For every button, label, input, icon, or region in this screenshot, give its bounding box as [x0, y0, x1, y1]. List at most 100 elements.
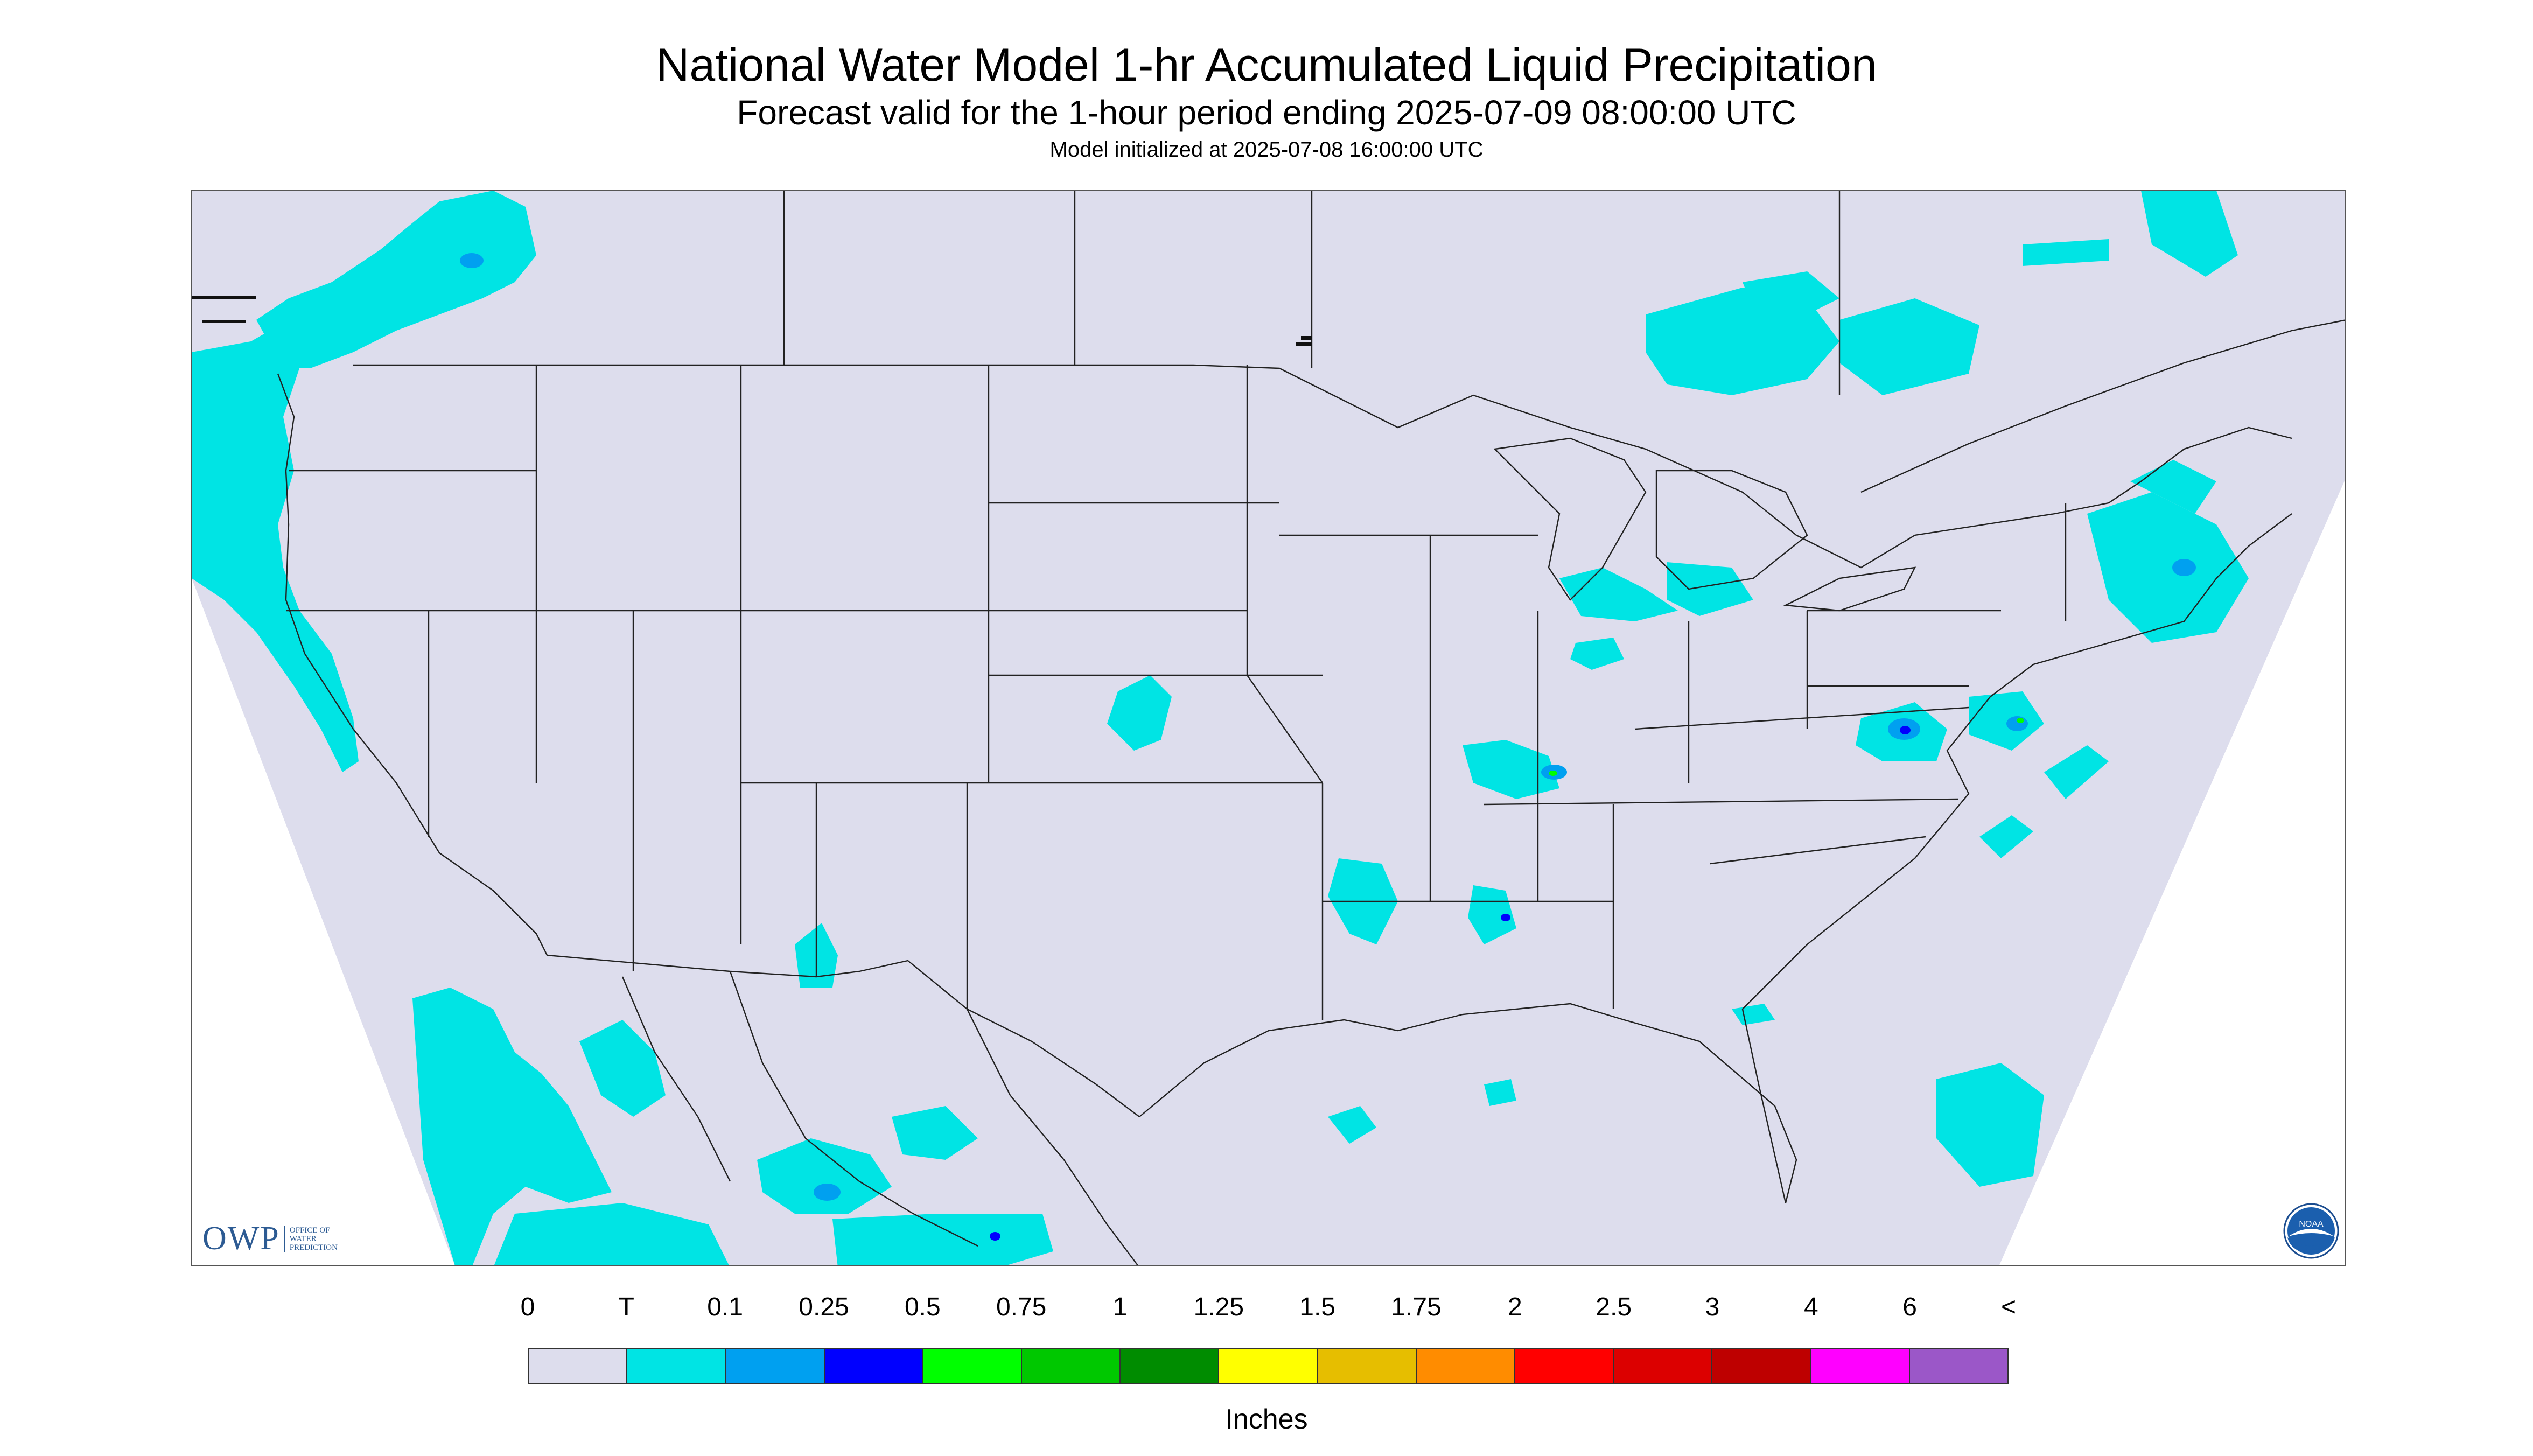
legend-label: <	[2000, 1293, 2017, 1321]
coastline-detail	[202, 320, 246, 323]
precip-spot	[1549, 771, 1557, 776]
noaa-logo-wave	[2287, 1237, 2335, 1255]
legend-label: 0.5	[904, 1293, 941, 1321]
great-lakes	[1493, 437, 1647, 601]
mexico-line	[966, 1009, 1139, 1265]
precip-canada-east-corner	[2141, 191, 2238, 277]
precip-baja-sw	[412, 988, 612, 1265]
noaa-logo-bird	[2289, 1229, 2334, 1236]
legend-swatch	[529, 1349, 628, 1383]
legend-swatch	[1614, 1349, 1713, 1383]
gulf-coast	[1139, 1003, 1797, 1203]
legend-swatch	[1416, 1349, 1516, 1383]
precip-spot	[814, 1184, 841, 1201]
state-line	[1634, 706, 1969, 730]
precip-missouri	[1463, 740, 1559, 799]
noaa-logo-text: NOAA	[2299, 1220, 2324, 1229]
legend-label: 2.5	[1596, 1293, 1632, 1321]
precip-spot	[1900, 726, 1911, 734]
precip-michigan-south	[1559, 568, 1678, 621]
coastline-detail	[192, 296, 256, 299]
legend-label: 2	[1507, 1293, 1522, 1321]
precip-pacific-northwest	[192, 320, 359, 772]
legend-label: T	[618, 1293, 634, 1321]
state-line	[1484, 798, 1958, 806]
precip-mexico-central	[757, 1138, 892, 1214]
legend-label: 1	[1112, 1293, 1128, 1321]
atlantic-coast	[1741, 513, 2292, 1203]
precip-mexico-south	[832, 1214, 1053, 1265]
outside-domain-left	[192, 578, 455, 1265]
precip-mississippi	[1468, 885, 1516, 944]
precip-lower-michigan	[1667, 562, 1753, 616]
legend-label: 1.75	[1391, 1293, 1442, 1321]
legend-swatch	[1022, 1349, 1121, 1383]
legend-label: 0.1	[707, 1293, 744, 1321]
legend-swatch	[923, 1349, 1023, 1383]
mexico-line	[621, 976, 731, 1182]
noaa-logo: NOAA	[2283, 1203, 2339, 1259]
lake-michigan-east	[1655, 470, 1808, 590]
precip-florida-east	[1732, 1004, 1775, 1025]
legend-label: 3	[1705, 1293, 1720, 1321]
canada-border	[353, 364, 2292, 569]
coastline-details	[192, 296, 1312, 346]
legend-swatch	[1712, 1349, 1811, 1383]
coastline-detail	[1301, 336, 1312, 340]
legend-label: 0	[520, 1293, 535, 1321]
legend-swatch	[1121, 1349, 1220, 1383]
owp-logo-text: OWP	[202, 1220, 280, 1257]
precip-hudson-bay	[1743, 271, 1839, 314]
precip-spot	[1501, 914, 1510, 921]
legend-swatch	[726, 1349, 825, 1383]
lake-erie	[1783, 566, 1916, 612]
precip-spot	[460, 253, 484, 268]
precip-spot	[2172, 559, 2196, 576]
legend-label: 0.25	[799, 1293, 849, 1321]
precip-atlantic-2	[1979, 815, 2033, 858]
legend-units: Inches	[1225, 1404, 1308, 1435]
map-title: National Water Model 1-hr Accumulated Li…	[656, 39, 1877, 91]
precipitation-map: OWP OFFICE OF WATER PREDICTION NOAA	[191, 190, 2346, 1266]
legend-label: 6	[1902, 1293, 1918, 1321]
legend-swatch	[1219, 1349, 1318, 1383]
precip-sonora-gulf	[579, 1020, 666, 1117]
map-subtitle: Forecast valid for the 1-hour period end…	[737, 93, 1796, 132]
precip-spot	[2017, 718, 2024, 723]
boundaries	[277, 191, 2345, 1265]
mexico-border	[547, 954, 1140, 1117]
mexico-line	[729, 971, 978, 1247]
precip-kansas	[1107, 675, 1172, 751]
precip-indiana	[1570, 638, 1624, 670]
precip-atlantic-1	[2044, 745, 2109, 799]
precip-pacific-south	[494, 1203, 729, 1265]
precip-green	[1549, 718, 2024, 776]
precip-heavy	[990, 726, 1911, 1241]
owp-logo: OWP OFFICE OF WATER PREDICTION	[202, 1220, 338, 1258]
state-line	[1710, 836, 1926, 865]
legend-swatch	[627, 1349, 726, 1383]
precip-ontario-north	[1646, 288, 1839, 395]
coastline-detail	[1296, 342, 1312, 346]
precip-gulf-1	[1328, 1106, 1376, 1144]
state-line	[1247, 675, 1323, 783]
precip-spot	[2006, 716, 2028, 731]
legend-swatch	[1909, 1349, 2008, 1383]
precip-canada-east-2	[2023, 239, 2109, 266]
precip-quebec	[1839, 298, 1979, 395]
precip-chesapeake	[1969, 691, 2044, 751]
legend-labels: 0 T 0.1 0.25 0.5 0.75 1 1.25 1.5 1.75 2 2.5 3 4 6 <	[506, 1292, 2062, 1330]
west-coast	[277, 373, 548, 956]
model-init-text: Model initialized at 2025-07-08 16:00:00…	[1049, 138, 1484, 162]
precip-new-england	[2087, 492, 2249, 643]
legend-swatch	[1811, 1349, 1910, 1383]
precip-gulf-2	[1484, 1079, 1516, 1106]
legend-swatch	[824, 1349, 923, 1383]
legend-colorbar	[528, 1348, 2009, 1384]
legend-swatch	[1515, 1349, 1614, 1383]
precip-areas	[192, 191, 2249, 1265]
legend-label: 1.5	[1299, 1293, 1336, 1321]
legend-swatch	[1318, 1349, 1417, 1383]
map-canvas	[192, 191, 2345, 1265]
precip-mexico-east	[892, 1106, 978, 1160]
